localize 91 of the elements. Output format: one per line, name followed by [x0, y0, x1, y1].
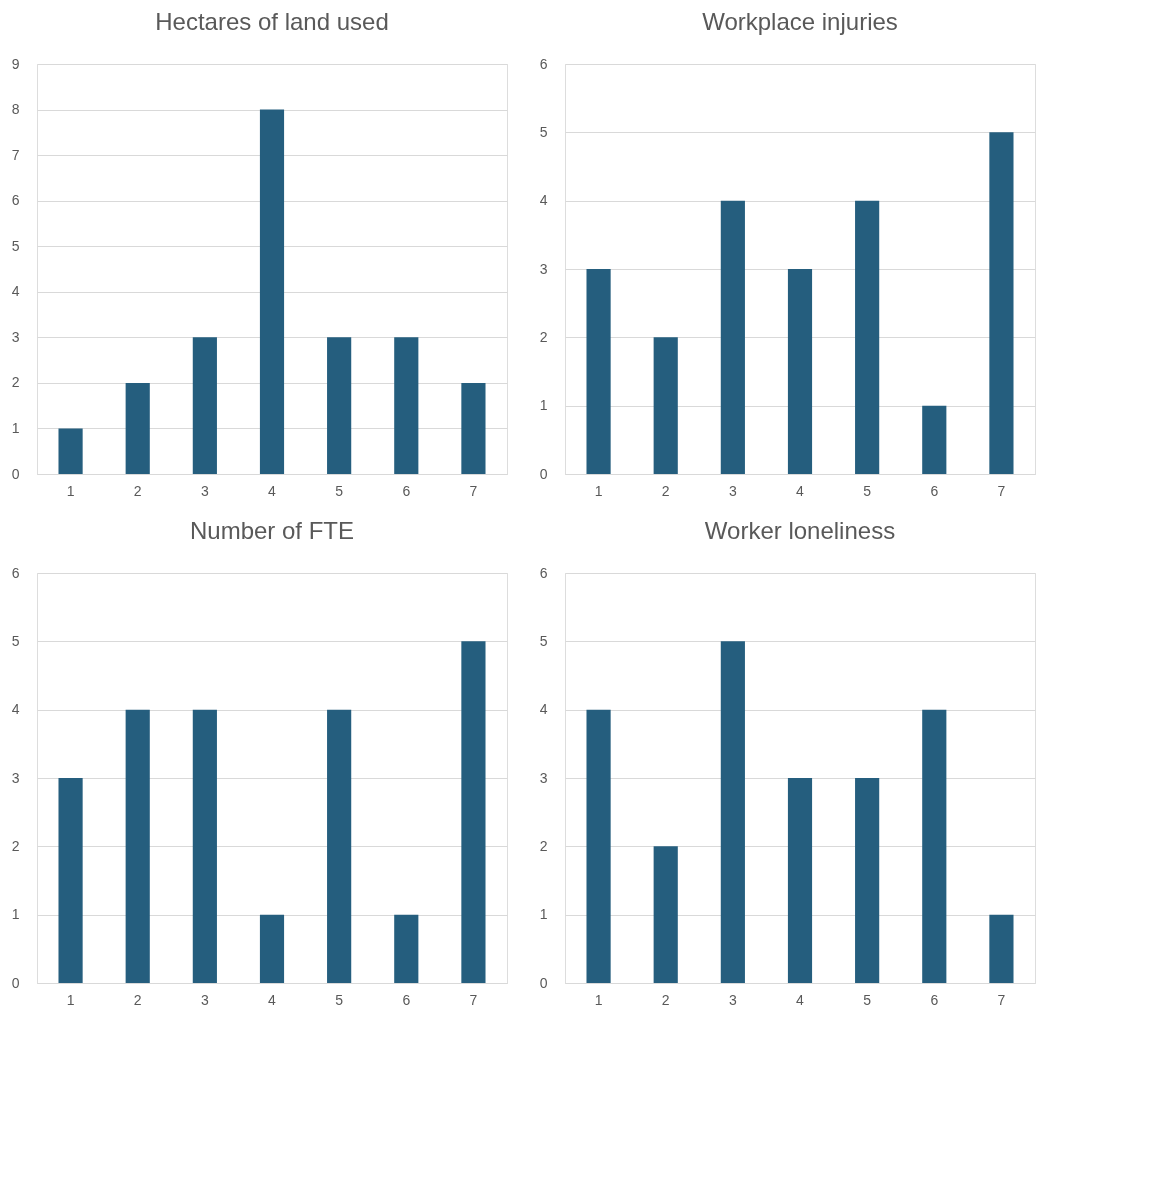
y-tick-label: 3 [11, 769, 20, 786]
y-tick-label: 7 [11, 146, 20, 163]
x-tick-label: 7 [469, 991, 478, 1008]
bar [922, 709, 947, 983]
chart-title: Number of FTE [189, 517, 355, 544]
y-tick-label: 1 [539, 906, 548, 923]
y-tick-label: 2 [11, 374, 20, 391]
y-tick-label: 3 [539, 769, 548, 786]
y-tick-label: 0 [539, 974, 548, 991]
x-tick-label: 3 [728, 991, 737, 1008]
bar [855, 778, 880, 983]
y-tick-label: 0 [11, 974, 20, 991]
bar [259, 914, 285, 983]
bar [855, 200, 880, 474]
y-tick-label: 9 [11, 55, 20, 72]
bar [720, 641, 745, 983]
y-tick-label: 5 [539, 632, 548, 649]
chart-title: Worker loneliness [704, 517, 896, 544]
bar [989, 132, 1014, 474]
y-tick-label: 4 [539, 701, 548, 718]
x-tick-label: 6 [930, 991, 939, 1008]
x-tick-label: 5 [863, 482, 872, 499]
y-tick-label: 2 [539, 837, 548, 854]
y-tick-label: 5 [11, 237, 20, 254]
bar [58, 428, 83, 474]
x-tick-label: 4 [796, 991, 805, 1008]
y-tick-label: 5 [539, 123, 548, 140]
x-tick-label: 3 [200, 991, 209, 1008]
x-tick-label: 7 [469, 482, 478, 499]
x-tick-label: 4 [268, 482, 277, 499]
bar [653, 846, 678, 983]
bar [327, 709, 352, 983]
bar [394, 914, 419, 983]
y-tick-label: 1 [539, 397, 548, 414]
bar [787, 778, 813, 983]
x-tick-label: 6 [930, 482, 939, 499]
bar [989, 914, 1014, 983]
bar [58, 778, 83, 983]
x-tick-label: 4 [796, 482, 805, 499]
x-tick-label: 1 [66, 991, 75, 1008]
bar [192, 709, 217, 983]
x-tick-label: 3 [200, 482, 209, 499]
bar [586, 709, 611, 983]
x-tick-label: 6 [402, 482, 411, 499]
x-tick-label: 5 [863, 991, 872, 1008]
y-tick-label: 4 [539, 192, 548, 209]
y-tick-label: 4 [11, 701, 20, 718]
x-tick-label: 5 [335, 482, 344, 499]
x-tick-label: 4 [268, 991, 277, 1008]
x-tick-label: 5 [335, 991, 344, 1008]
bar [653, 337, 678, 474]
x-tick-label: 2 [661, 482, 670, 499]
y-tick-label: 3 [539, 260, 548, 277]
bar [327, 337, 352, 474]
bar [259, 109, 285, 474]
x-tick-label: 6 [402, 991, 411, 1008]
y-tick-label: 0 [539, 465, 548, 482]
y-tick-label: 6 [11, 192, 20, 209]
bar [125, 382, 150, 474]
y-tick-label: 4 [11, 283, 20, 300]
x-tick-label: 2 [661, 991, 670, 1008]
y-tick-label: 1 [11, 906, 20, 923]
bar [922, 405, 947, 474]
y-tick-label: 6 [539, 55, 548, 72]
y-tick-label: 5 [11, 632, 20, 649]
bar [461, 641, 486, 983]
y-tick-label: 1 [11, 419, 20, 436]
y-tick-label: 6 [539, 564, 548, 581]
bar [125, 709, 150, 983]
x-tick-label: 1 [594, 991, 603, 1008]
x-tick-label: 7 [997, 482, 1006, 499]
y-tick-label: 8 [11, 101, 20, 118]
y-tick-label: 2 [539, 328, 548, 345]
bar [192, 337, 217, 474]
chart-title: Workplace injuries [702, 8, 898, 35]
y-tick-label: 3 [11, 328, 20, 345]
x-tick-label: 2 [133, 991, 142, 1008]
bar [394, 337, 419, 474]
chart-title: Hectares of land used [155, 8, 389, 35]
x-tick-label: 1 [66, 482, 75, 499]
bar [461, 382, 486, 474]
x-tick-label: 2 [133, 482, 142, 499]
bar [787, 269, 813, 474]
bar [586, 269, 611, 474]
x-tick-label: 1 [594, 482, 603, 499]
y-tick-label: 2 [11, 837, 20, 854]
x-tick-label: 3 [728, 482, 737, 499]
y-tick-label: 6 [11, 564, 20, 581]
x-tick-label: 7 [997, 991, 1006, 1008]
bar [720, 200, 745, 474]
y-tick-label: 0 [11, 465, 20, 482]
